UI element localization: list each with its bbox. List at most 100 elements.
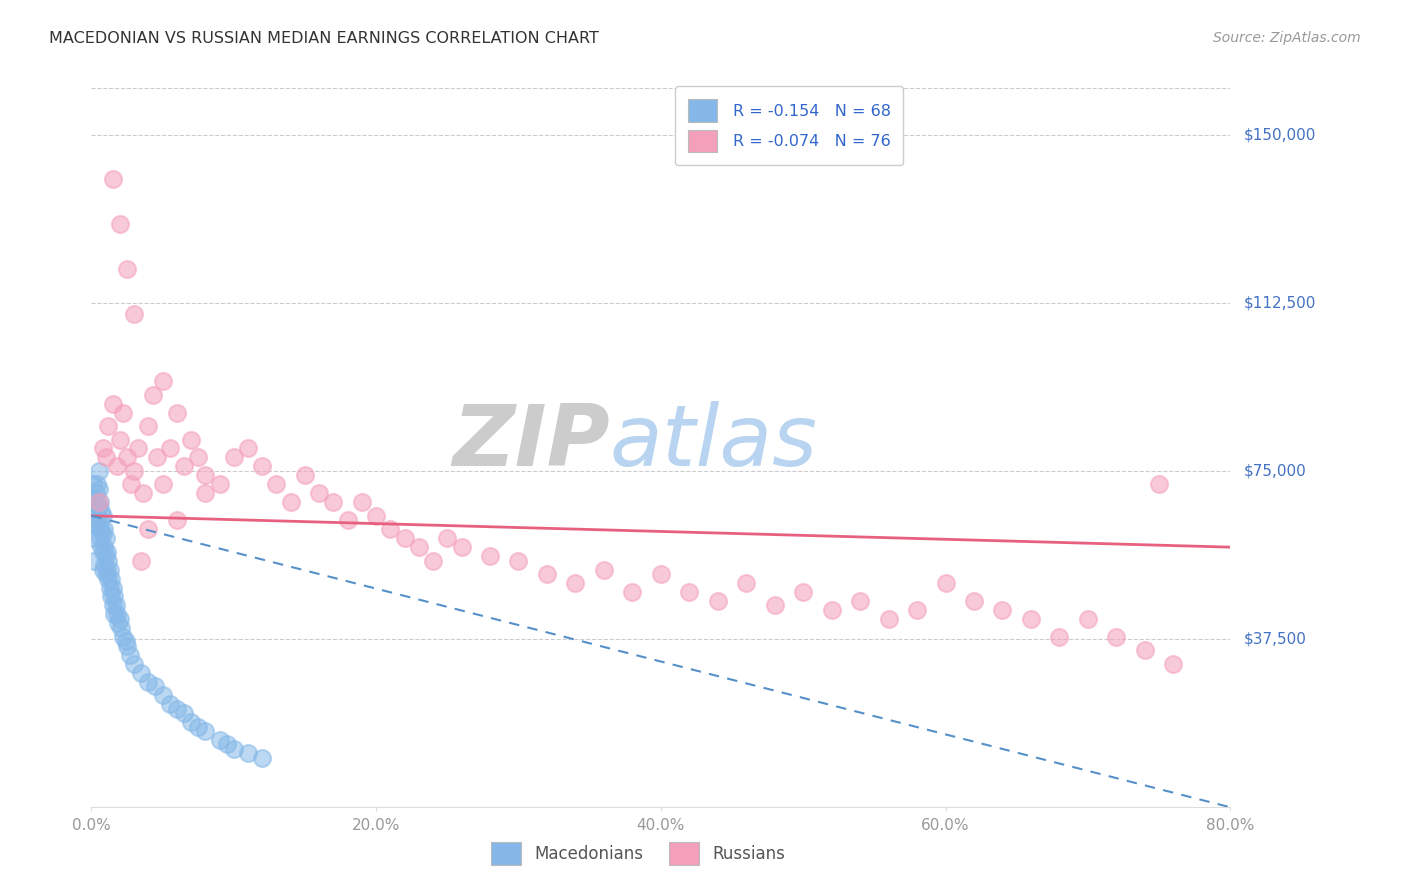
- Point: [650, 567, 672, 582]
- Point: [173, 459, 195, 474]
- Text: atlas: atlas: [610, 401, 817, 484]
- Point: [763, 599, 786, 613]
- Point: [115, 262, 138, 277]
- Point: [108, 433, 131, 447]
- Point: [536, 567, 558, 582]
- Point: [792, 585, 814, 599]
- Point: [86, 513, 108, 527]
- Text: $112,500: $112,500: [1244, 295, 1316, 310]
- Point: [350, 495, 373, 509]
- Point: [222, 450, 245, 465]
- Text: ZIP: ZIP: [451, 401, 610, 484]
- Point: [436, 531, 458, 545]
- Point: [100, 590, 122, 604]
- Point: [93, 522, 115, 536]
- Point: [159, 442, 181, 456]
- Point: [222, 742, 245, 756]
- Point: [101, 581, 124, 595]
- Point: [107, 616, 129, 631]
- Point: [450, 540, 472, 554]
- Text: $150,000: $150,000: [1244, 127, 1316, 142]
- Point: [100, 572, 122, 586]
- Point: [138, 674, 160, 689]
- Point: [87, 482, 110, 496]
- Point: [194, 724, 217, 739]
- Point: [152, 374, 174, 388]
- Point: [93, 558, 115, 573]
- Point: [849, 594, 872, 608]
- Point: [1105, 630, 1128, 644]
- Point: [250, 751, 273, 765]
- Point: [266, 477, 288, 491]
- Point: [115, 639, 138, 653]
- Point: [105, 459, 128, 474]
- Point: [380, 522, 402, 536]
- Point: [1019, 612, 1042, 626]
- Point: [215, 738, 238, 752]
- Point: [236, 747, 259, 761]
- Point: [308, 486, 330, 500]
- Point: [593, 563, 616, 577]
- Point: [89, 495, 111, 509]
- Point: [104, 599, 127, 613]
- Point: [91, 544, 114, 558]
- Point: [84, 517, 107, 532]
- Point: [122, 464, 145, 478]
- Point: [101, 397, 124, 411]
- Point: [90, 540, 112, 554]
- Point: [146, 450, 169, 465]
- Point: [963, 594, 986, 608]
- Point: [152, 688, 174, 702]
- Point: [101, 172, 124, 186]
- Point: [94, 531, 117, 545]
- Point: [97, 419, 120, 434]
- Point: [166, 513, 188, 527]
- Point: [84, 486, 107, 500]
- Point: [86, 495, 108, 509]
- Point: [364, 508, 387, 523]
- Point: [129, 553, 152, 567]
- Text: MACEDONIAN VS RUSSIAN MEDIAN EARNINGS CORRELATION CHART: MACEDONIAN VS RUSSIAN MEDIAN EARNINGS CO…: [49, 31, 599, 46]
- Point: [105, 607, 128, 622]
- Point: [131, 486, 153, 500]
- Point: [991, 603, 1014, 617]
- Point: [208, 733, 231, 747]
- Point: [138, 522, 160, 536]
- Point: [103, 590, 125, 604]
- Point: [122, 307, 145, 321]
- Point: [82, 477, 104, 491]
- Legend: Macedonians, Russians: Macedonians, Russians: [485, 835, 792, 871]
- Point: [145, 679, 167, 693]
- Point: [138, 419, 160, 434]
- Point: [877, 612, 900, 626]
- Point: [83, 553, 105, 567]
- Point: [187, 450, 209, 465]
- Point: [564, 576, 586, 591]
- Point: [94, 450, 117, 465]
- Point: [1049, 630, 1071, 644]
- Point: [250, 459, 273, 474]
- Point: [478, 549, 502, 563]
- Point: [194, 486, 217, 500]
- Point: [322, 495, 344, 509]
- Point: [236, 442, 259, 456]
- Point: [103, 607, 125, 622]
- Point: [142, 387, 165, 401]
- Point: [394, 531, 416, 545]
- Point: [166, 406, 188, 420]
- Point: [422, 553, 444, 567]
- Point: [294, 468, 316, 483]
- Point: [1161, 657, 1184, 671]
- Point: [122, 657, 145, 671]
- Point: [87, 522, 110, 536]
- Point: [180, 714, 202, 729]
- Point: [1077, 612, 1099, 626]
- Point: [678, 585, 700, 599]
- Point: [82, 531, 104, 545]
- Point: [127, 442, 149, 456]
- Point: [91, 563, 114, 577]
- Point: [152, 477, 174, 491]
- Point: [336, 513, 359, 527]
- Point: [94, 549, 117, 563]
- Point: [280, 495, 302, 509]
